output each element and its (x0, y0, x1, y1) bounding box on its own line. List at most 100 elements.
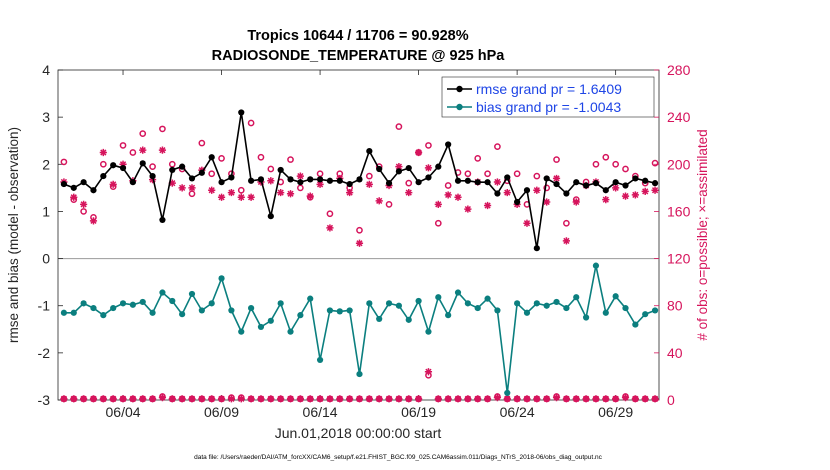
bias-point (188, 290, 196, 298)
obs-assimilated-marker (208, 186, 216, 194)
rmse-point (573, 179, 580, 186)
rmse-point (533, 245, 540, 252)
obs-assimilated-marker (424, 164, 433, 172)
rmse-point (474, 179, 481, 186)
bias-point (139, 298, 146, 306)
obs-assimilated-marker (395, 163, 403, 171)
rmse-point (149, 172, 156, 180)
obs-assimilated-bottom-marker (119, 395, 127, 403)
bias-point (415, 297, 422, 305)
obs-assimilated-bottom-marker (503, 395, 511, 403)
obs-possible-marker (563, 219, 570, 227)
bias-point (198, 307, 205, 314)
rmse-point (297, 179, 304, 186)
bias-point (346, 307, 353, 314)
bias-point (119, 300, 127, 307)
y-tick-label: 4 (42, 62, 50, 78)
rmse-point (277, 166, 284, 174)
y2-tick-label: 40 (667, 345, 683, 361)
rmse-point (307, 176, 314, 183)
rmse-point (366, 147, 373, 155)
bias-point (228, 307, 235, 314)
obs-assimilated-bottom-marker (562, 395, 570, 403)
obs-assimilated-marker (188, 184, 196, 192)
bias-point (514, 300, 521, 307)
y-tick-label: 2 (42, 156, 50, 172)
obs-assimilated-bottom-marker (277, 395, 285, 403)
obs-assimilated-marker (80, 200, 88, 208)
obs-assimilated-bottom-marker (70, 395, 78, 403)
chart-subtitle: RADIOSONDE_TEMPERATURE @ 925 hPa (212, 48, 506, 64)
obs-possible-marker (434, 219, 442, 227)
rmse-point (602, 187, 609, 194)
obs-assimilated-marker (641, 187, 649, 195)
obs-assimilated-bottom-marker (523, 395, 531, 403)
obs-possible-marker (612, 160, 619, 168)
rmse-point (385, 180, 393, 187)
bias-point (208, 300, 215, 307)
obs-assimilated-marker (70, 193, 78, 201)
rmse-point (494, 190, 501, 197)
bias-point (100, 312, 107, 319)
obs-assimilated-bottom-marker (316, 395, 324, 403)
obs-assimilated-marker (346, 188, 354, 197)
bias-point (297, 312, 304, 319)
obs-assimilated-bottom-marker (405, 395, 413, 403)
rmse-point (70, 184, 77, 191)
bias-point (169, 297, 176, 305)
rmse-point (632, 175, 639, 182)
obs-assimilated-bottom-marker (631, 395, 639, 403)
bias-point (179, 311, 186, 318)
rmse-point (336, 177, 343, 184)
bias-point (277, 300, 284, 307)
obs-assimilated-bottom-marker (493, 394, 502, 402)
obs-assimilated-bottom-marker (267, 395, 275, 403)
bias-point (336, 308, 343, 315)
obs-assimilated-marker (178, 184, 186, 192)
rmse-point (60, 180, 68, 188)
obs-possible-marker (622, 165, 629, 173)
footer-datafile: data file: /Users/raeder/DAI/ATM_forcXX/… (194, 454, 603, 461)
obs-assimilated-bottom-marker (158, 394, 167, 402)
obs-assimilated-marker (247, 193, 255, 201)
obs-assimilated-marker (444, 191, 452, 199)
rmse-point (90, 187, 97, 194)
bias-point (573, 294, 580, 301)
legend-bias-marker (456, 103, 463, 111)
legend-bias-text: bias grand pr = -1.0043 (476, 99, 621, 115)
rmse-point (248, 177, 255, 184)
bias-point (257, 323, 265, 331)
obs-assimilated-bottom-marker (612, 395, 620, 403)
obs-possible-marker (405, 179, 413, 187)
x-axis-label: Jun.01,2018 00:00:00 start (275, 425, 442, 441)
obs-possible-marker (257, 153, 265, 161)
obs-possible-marker (484, 170, 491, 178)
bias-point (405, 316, 412, 323)
obs-possible-marker (425, 142, 432, 149)
obs-possible-marker (474, 155, 482, 162)
y2-tick-label: 200 (667, 156, 691, 172)
y2-tick-label: 240 (667, 109, 691, 125)
rmse-point (445, 141, 452, 148)
bias-point (543, 302, 550, 309)
obs-assimilated-bottom-marker (346, 395, 354, 403)
rmse-point (356, 176, 363, 183)
obs-possible-marker (99, 160, 107, 168)
obs-assimilated-marker (631, 191, 639, 199)
y-tick-label: -2 (38, 345, 51, 361)
obs-assimilated-marker (89, 217, 98, 225)
obs-assimilated-marker (316, 180, 324, 188)
rmse-point (159, 216, 166, 224)
obs-assimilated-marker (286, 190, 295, 198)
obs-assimilated-marker (365, 180, 373, 188)
obs-assimilated-bottom-marker (80, 395, 88, 403)
bias-point (504, 389, 511, 397)
bias-point (533, 300, 540, 307)
plot-area (57, 69, 660, 401)
obs-assimilated-bottom-marker (148, 395, 157, 403)
obs-assimilated-marker (267, 177, 275, 185)
obs-assimilated-marker (621, 192, 630, 200)
obs-assimilated-marker (277, 188, 285, 197)
bias-point (563, 304, 570, 312)
